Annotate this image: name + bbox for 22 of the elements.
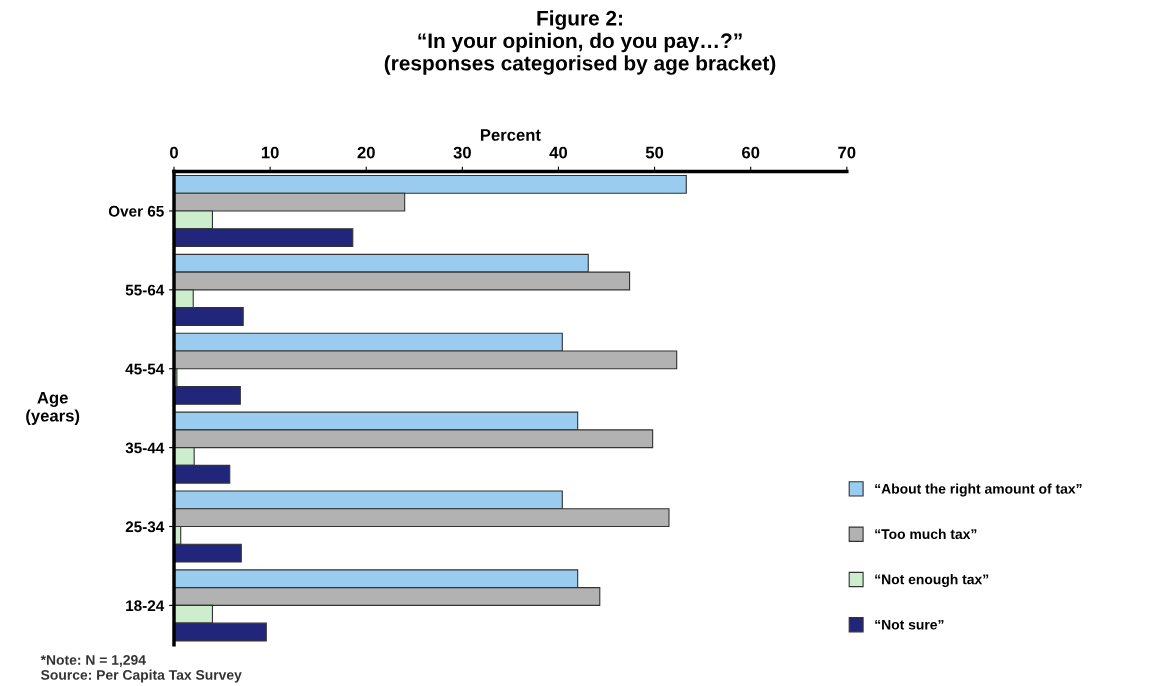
y-tick-label: 35-44: [125, 442, 165, 454]
y-tick-label: 45-54: [125, 363, 165, 375]
y-axis-title: Age (years): [26, 391, 80, 425]
chart-title: Figure 2: “In your opinion, do you pay…?” (responses categorised by age bracket): [384, 10, 776, 75]
x-tick-label: 50: [645, 146, 664, 159]
legend-label: “Too much tax”: [875, 528, 977, 540]
y-tick-label: 25-34: [125, 521, 165, 533]
legend-label: “About the right amount of tax”: [875, 483, 1082, 497]
x-tick-label: 0: [170, 146, 178, 159]
x-tick-label: 10: [261, 146, 279, 159]
y-tick-label: 55-64: [125, 284, 165, 296]
x-tick-label: 20: [357, 146, 375, 159]
x-tick-label: 30: [453, 146, 471, 159]
y-tick-label: Over 65: [108, 205, 164, 217]
x-tick-label: 70: [838, 146, 856, 159]
x-tick-label: 40: [549, 146, 568, 159]
text: *Note: N = 1,294 Source: Per Capita Tax Survey: [40, 655, 242, 683]
x-tick-label: 60: [742, 146, 760, 159]
legend-label: “Not enough tax”: [875, 574, 989, 588]
legend-label: “Not sure”: [875, 619, 944, 630]
y-tick-label: 18-24: [126, 600, 165, 612]
x-axis-title: Percent: [480, 129, 541, 141]
